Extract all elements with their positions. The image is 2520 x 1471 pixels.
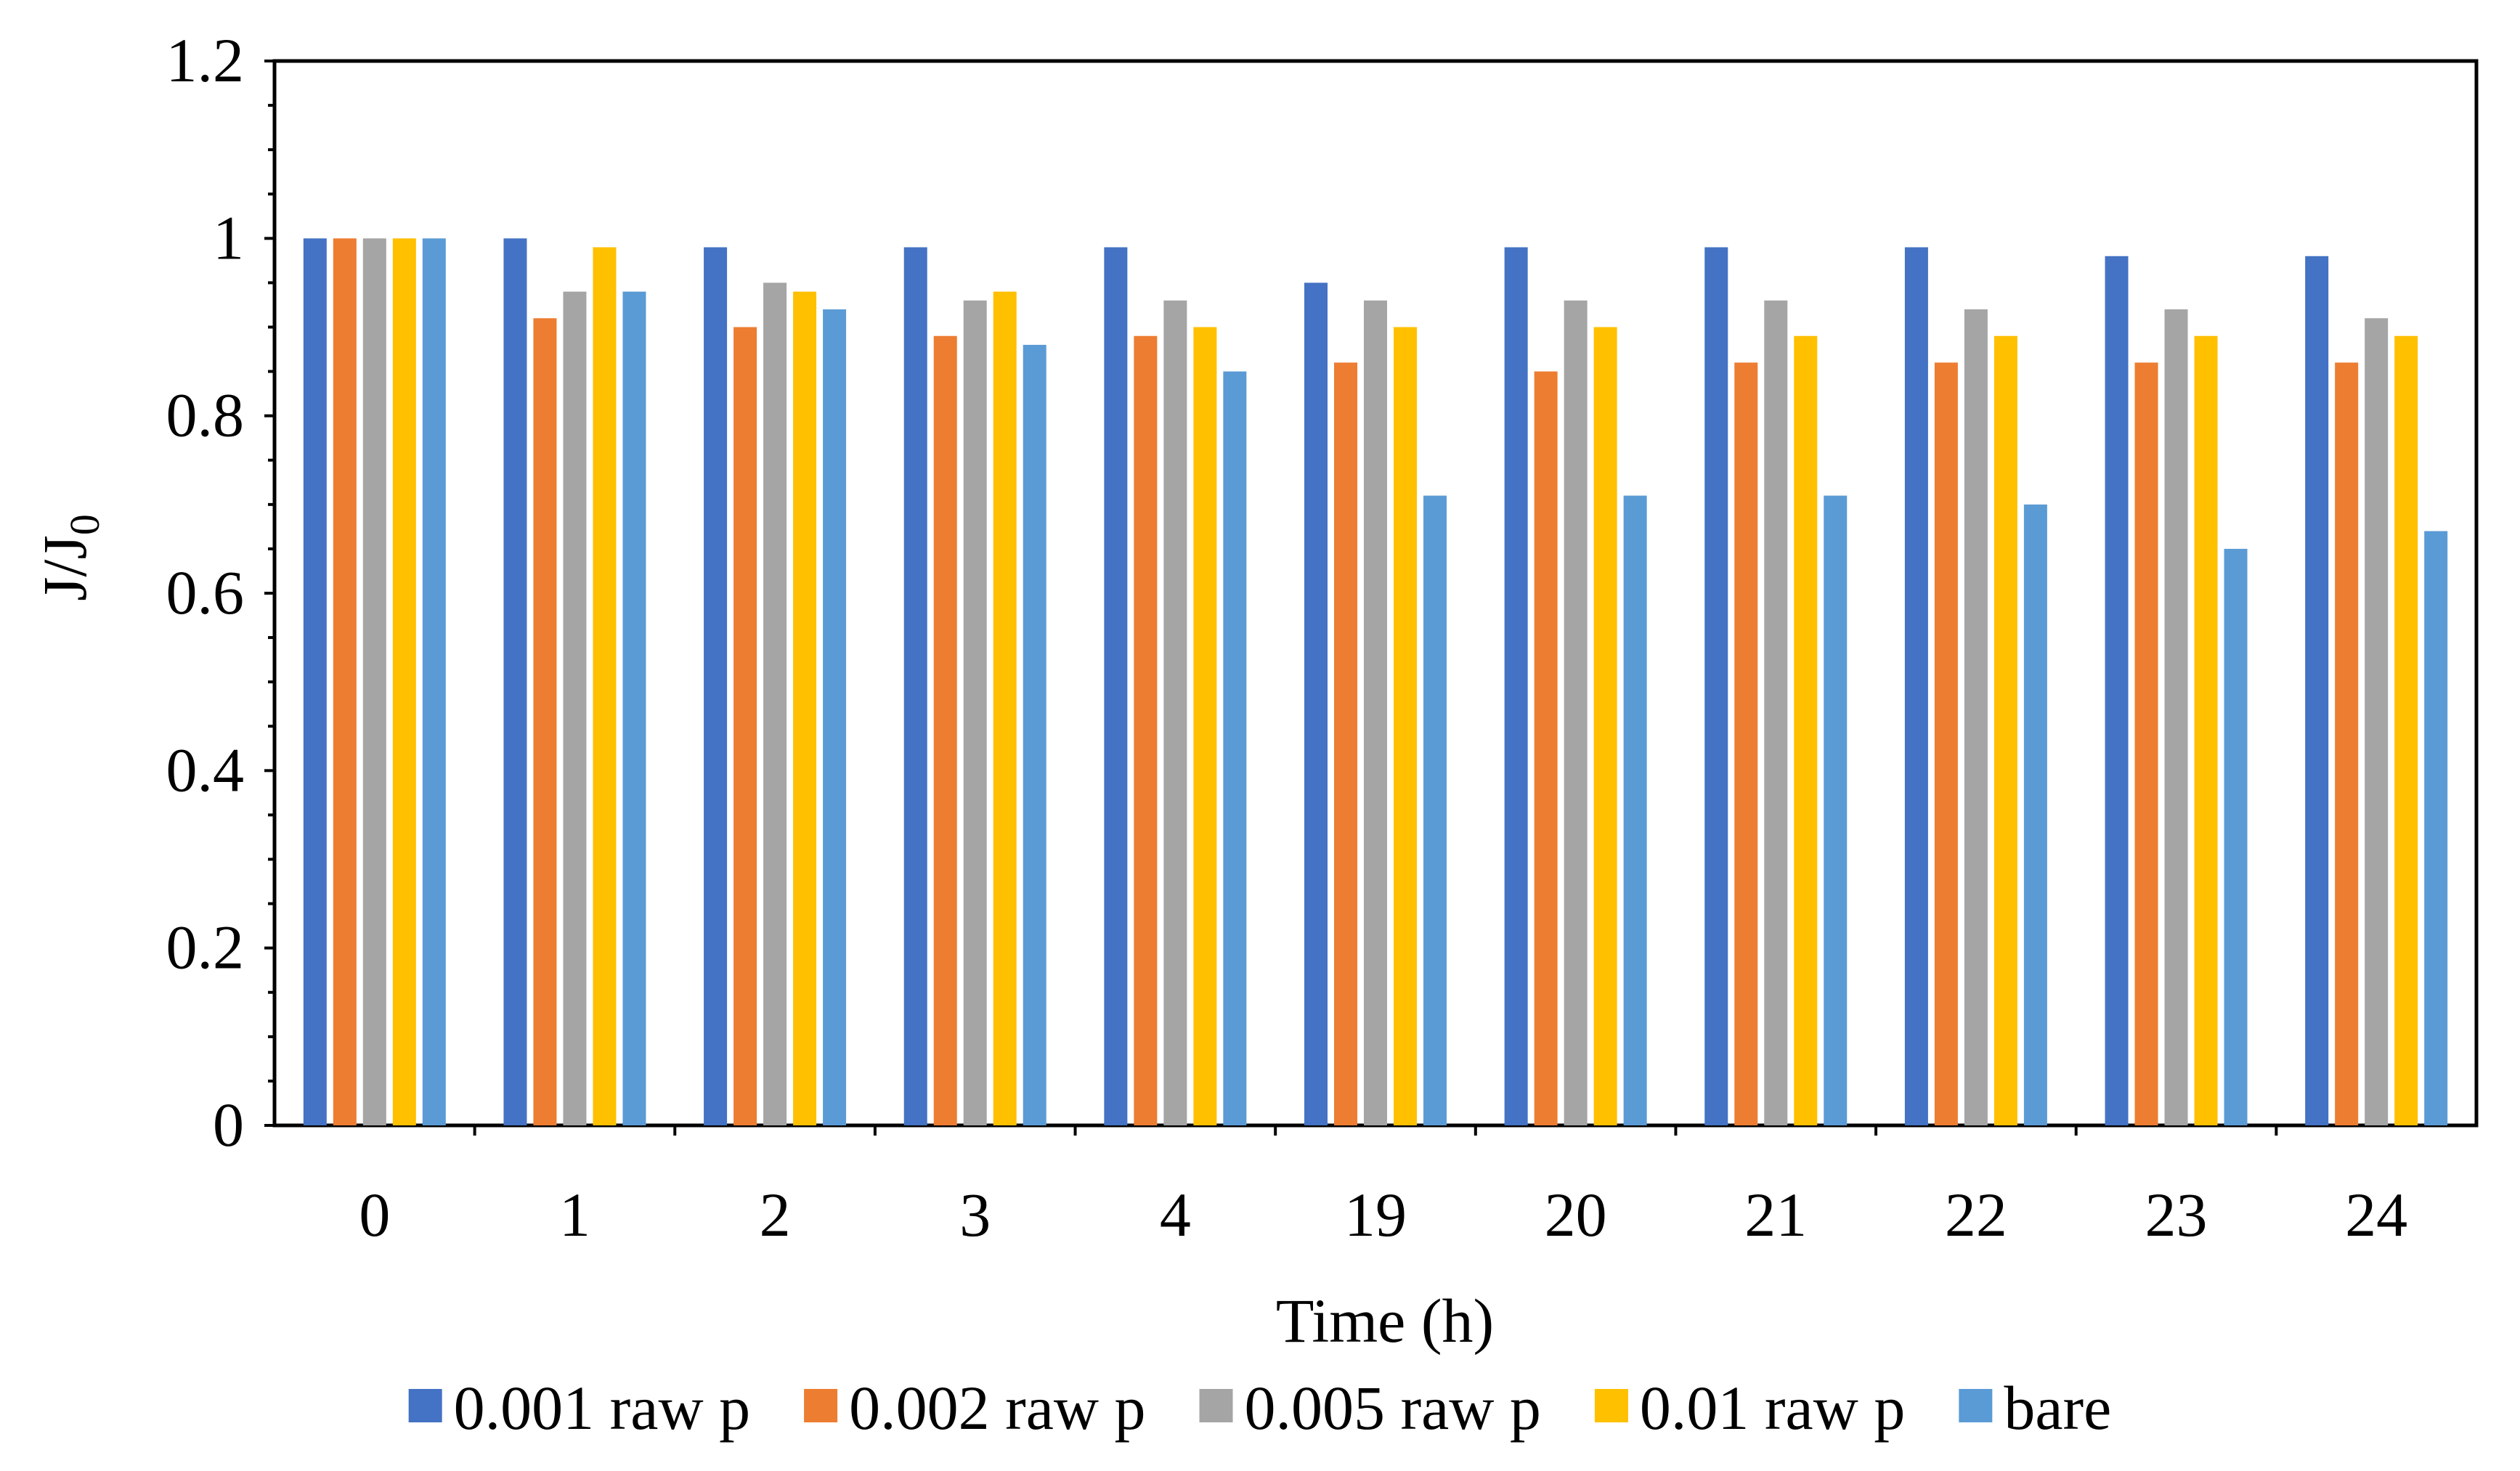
bar-0-001-raw-p-t22 bbox=[1904, 247, 1928, 1125]
y-axis-title: J/J0 bbox=[30, 514, 108, 601]
y-axis-title-main: J/J bbox=[30, 535, 99, 601]
bar-0-005-raw-p-t23 bbox=[2164, 309, 2188, 1126]
legend-label: 0.01 raw p bbox=[1640, 1373, 1905, 1443]
bar-bare-t2 bbox=[823, 309, 847, 1126]
bar-bare-t4 bbox=[1223, 371, 1247, 1125]
legend-swatch bbox=[1959, 1389, 1993, 1422]
y-tick-label: 1 bbox=[213, 203, 244, 272]
legend-label: 0.005 raw p bbox=[1245, 1373, 1541, 1443]
bar-0-001-raw-p-t20 bbox=[1504, 247, 1528, 1125]
bar-0-001-raw-p-t19 bbox=[1304, 282, 1328, 1126]
x-tick-label: 1 bbox=[559, 1180, 590, 1250]
y-axis-title-subscript: 0 bbox=[61, 514, 108, 535]
x-tick-label: 2 bbox=[760, 1180, 791, 1250]
x-tick-label: 22 bbox=[1945, 1180, 2007, 1250]
bar-0-01-raw-p-t22 bbox=[1993, 335, 2017, 1125]
bar-bare-t3 bbox=[1023, 344, 1046, 1125]
bar-bare-t0 bbox=[422, 238, 446, 1125]
bar-0-005-raw-p-t3 bbox=[963, 300, 987, 1126]
bar-0-005-raw-p-t24 bbox=[2365, 318, 2389, 1125]
bar-0-01-raw-p-t1 bbox=[593, 247, 617, 1125]
bar-0-01-raw-p-t2 bbox=[793, 291, 817, 1126]
bar-0-002-raw-p-t21 bbox=[1734, 362, 1758, 1125]
bar-0-005-raw-p-t0 bbox=[362, 238, 386, 1125]
legend: 0.001 raw p 0.002 raw p 0.005 raw p 0.01 ra… bbox=[408, 1373, 2111, 1443]
bar-0-005-raw-p-t1 bbox=[563, 291, 587, 1126]
bar-0-001-raw-p-t1 bbox=[503, 238, 527, 1125]
bars-layer bbox=[303, 238, 2448, 1126]
bar-0-002-raw-p-t19 bbox=[1334, 362, 1357, 1125]
y-tick-label: 0.4 bbox=[166, 735, 245, 804]
x-tick-label: 23 bbox=[2145, 1180, 2208, 1250]
y-tick-label: 0.8 bbox=[166, 380, 245, 450]
bar-bare-t1 bbox=[622, 291, 646, 1126]
legend-swatch bbox=[1199, 1389, 1233, 1422]
bar-0-002-raw-p-t2 bbox=[733, 327, 757, 1125]
bar-0-002-raw-p-t22 bbox=[1934, 362, 1958, 1125]
y-tick-label: 0.6 bbox=[166, 558, 245, 627]
bar-0-01-raw-p-t3 bbox=[993, 291, 1017, 1126]
bar-0-001-raw-p-t3 bbox=[903, 247, 927, 1125]
legend-label: bare bbox=[2004, 1373, 2111, 1443]
bar-0-01-raw-p-t19 bbox=[1394, 327, 1417, 1125]
bar-0-01-raw-p-t20 bbox=[1593, 327, 1617, 1125]
bar-0-01-raw-p-t24 bbox=[2394, 335, 2418, 1125]
bar-bare-t20 bbox=[1623, 495, 1647, 1125]
x-tick-label: 4 bbox=[1160, 1180, 1191, 1250]
bar-0-001-raw-p-t24 bbox=[2305, 256, 2329, 1126]
bar-bare-t19 bbox=[1423, 495, 1447, 1125]
x-tick-label: 20 bbox=[1545, 1180, 1607, 1250]
bar-0-005-raw-p-t4 bbox=[1163, 300, 1187, 1126]
x-axis-title: Time (h) bbox=[1276, 1286, 1494, 1356]
bar-0-005-raw-p-t19 bbox=[1364, 300, 1387, 1126]
legend-swatch bbox=[408, 1389, 442, 1422]
bar-0-01-raw-p-t23 bbox=[2194, 335, 2218, 1125]
bar-0-002-raw-p-t3 bbox=[933, 335, 957, 1125]
x-tick-label: 24 bbox=[2345, 1180, 2407, 1250]
bar-0-002-raw-p-t0 bbox=[333, 238, 357, 1125]
bar-0-002-raw-p-t4 bbox=[1134, 335, 1158, 1125]
bar-bare-t23 bbox=[2224, 548, 2248, 1125]
legend-swatch bbox=[804, 1389, 838, 1422]
bar-0-01-raw-p-t4 bbox=[1193, 327, 1217, 1125]
bar-0-001-raw-p-t2 bbox=[704, 247, 728, 1125]
bar-0-001-raw-p-t0 bbox=[303, 238, 327, 1125]
bar-0-005-raw-p-t22 bbox=[1964, 309, 1988, 1126]
legend-swatch bbox=[1594, 1389, 1628, 1422]
bar-bare-t22 bbox=[2023, 504, 2047, 1125]
y-tick-label: 0.2 bbox=[166, 913, 245, 982]
x-tick-label: 0 bbox=[359, 1180, 390, 1250]
bar-0-005-raw-p-t21 bbox=[1764, 300, 1788, 1126]
bar-bare-t21 bbox=[1824, 495, 1848, 1125]
bar-0-001-raw-p-t4 bbox=[1104, 247, 1128, 1125]
bar-0-002-raw-p-t20 bbox=[1534, 371, 1558, 1125]
y-tick-label: 0 bbox=[213, 1090, 244, 1160]
bar-0-005-raw-p-t2 bbox=[763, 282, 787, 1126]
bar-0-01-raw-p-t0 bbox=[392, 238, 416, 1125]
bar-0-002-raw-p-t23 bbox=[2134, 362, 2158, 1125]
legend-label: 0.001 raw p bbox=[454, 1373, 750, 1443]
bar-bare-t24 bbox=[2424, 531, 2448, 1125]
bar-0-001-raw-p-t21 bbox=[1704, 247, 1728, 1125]
bar-0-01-raw-p-t21 bbox=[1794, 335, 1818, 1125]
axis-layer: 00.20.40.60.811.20 1 2 3 4 19 20 21 22 23 24 bbox=[166, 25, 2408, 1250]
legend-label: 0.002 raw p bbox=[849, 1373, 1145, 1443]
bar-0-005-raw-p-t20 bbox=[1564, 300, 1588, 1126]
bar-0-001-raw-p-t23 bbox=[2105, 256, 2129, 1126]
y-tick-label: 1.2 bbox=[166, 25, 245, 95]
bar-0-002-raw-p-t24 bbox=[2335, 362, 2359, 1125]
bar-0-002-raw-p-t1 bbox=[533, 318, 557, 1125]
x-tick-label: 3 bbox=[959, 1180, 991, 1250]
x-tick-label: 19 bbox=[1344, 1180, 1407, 1250]
x-tick-label: 21 bbox=[1744, 1180, 1807, 1250]
